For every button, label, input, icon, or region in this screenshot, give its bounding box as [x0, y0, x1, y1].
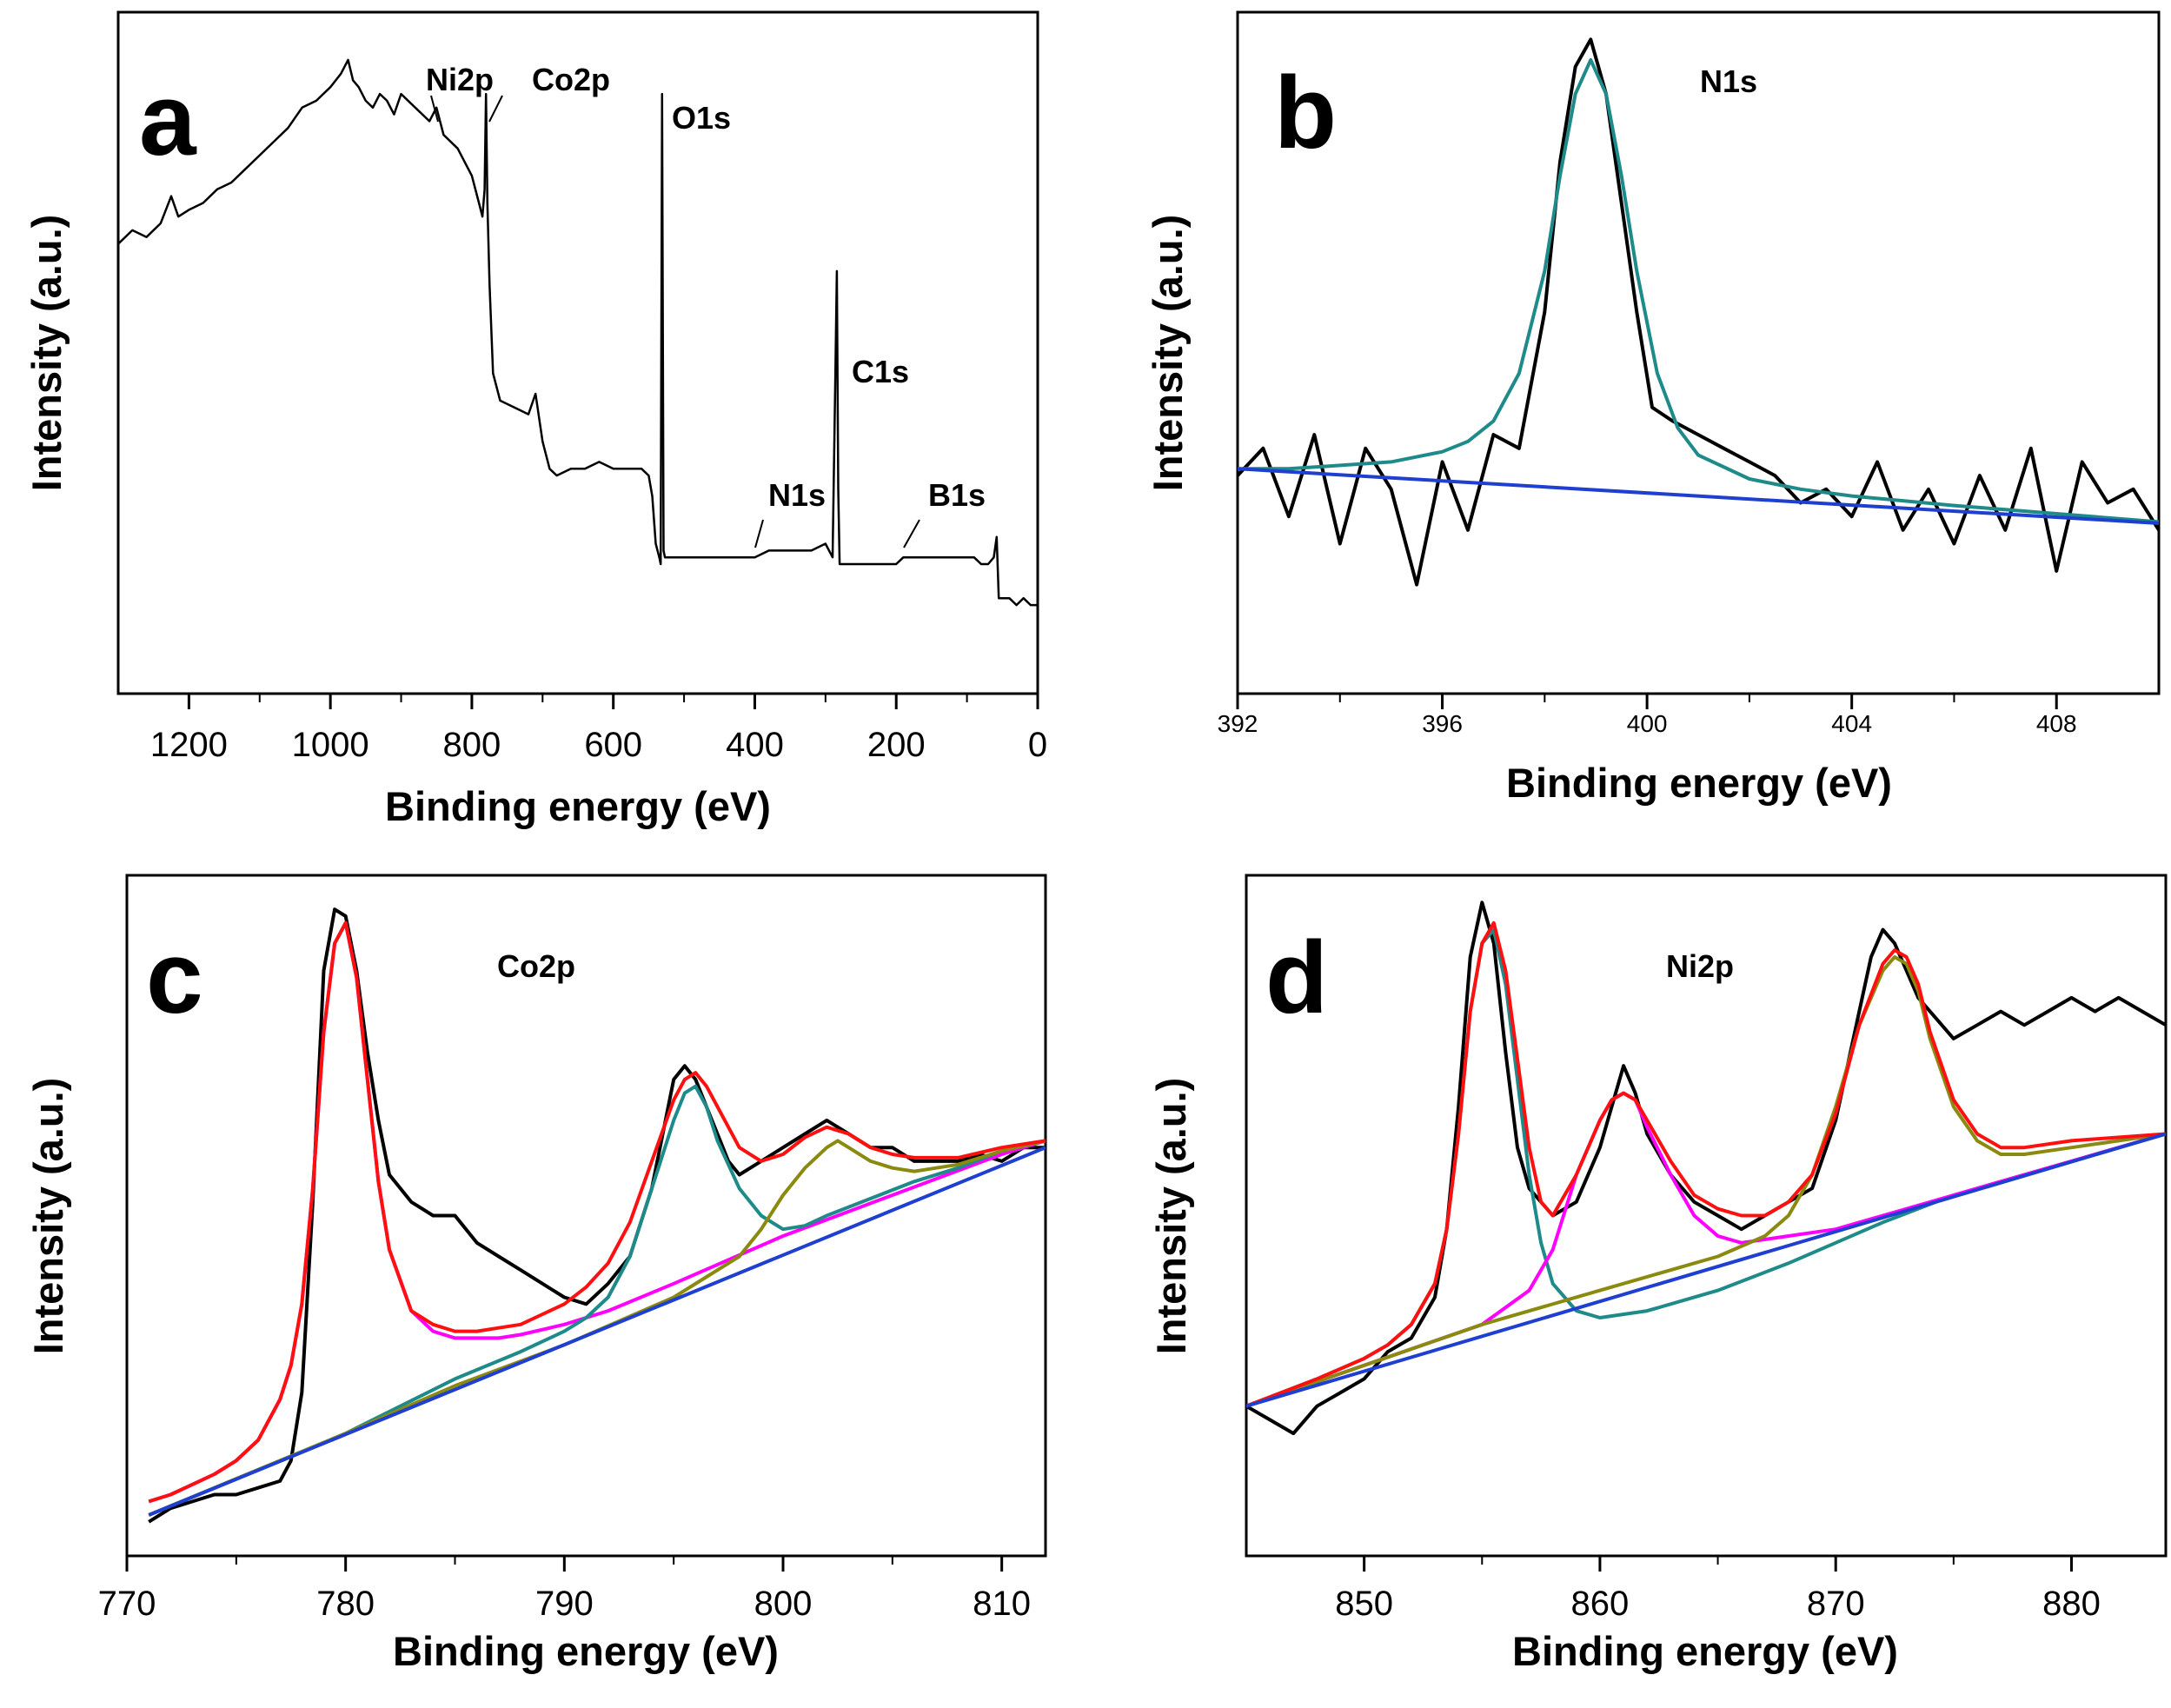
y-axis-title: Intensity (a.u.)	[1148, 1078, 1194, 1355]
x-tick-label: 1000	[292, 726, 369, 764]
panel-d: 850 860 870 880 d Binding energy (eV) Intensit…	[1148, 874, 2168, 1674]
peak-annotation: Co2p	[497, 948, 575, 984]
x-tick-label: 800	[443, 726, 501, 764]
series-line-ni2p3-2-fit	[1246, 927, 2166, 1408]
annotation-leader	[488, 95, 503, 123]
panel-letter: b	[1274, 56, 1337, 170]
y-axis-title: Intensity (a.u.)	[1145, 215, 1191, 492]
panel-b: 392 396 400 404 408 b Binding energy (eV) Inten…	[1145, 10, 2161, 806]
panel-letter: d	[1265, 920, 1328, 1035]
panel-a: 1200 1000 800 600 400 200 0 a Binding energy (eV…	[23, 10, 1047, 829]
series-group	[1238, 37, 2159, 587]
x-tick-label: 404	[1831, 710, 1872, 737]
series-line-co2p1-2-fit	[148, 1084, 1046, 1517]
x-tick-label: 400	[726, 726, 784, 764]
y-axis-title: Intensity (a.u.)	[23, 215, 70, 492]
annotation-leader	[430, 95, 439, 123]
x-tick-label: 400	[1627, 710, 1668, 737]
x-tick-label: 870	[1807, 1585, 1865, 1623]
peak-annotation: N1s	[1700, 63, 1757, 99]
series-line-n1s-fit	[1238, 57, 2159, 524]
series-line-envelope	[148, 920, 1046, 1504]
series-line-survey-spectrum	[118, 58, 1038, 607]
peak-annotation: Co2p	[532, 62, 610, 97]
x-axis-title: Binding energy (eV)	[385, 783, 771, 829]
x-tick-label: 392	[1218, 710, 1258, 737]
annotation-leader	[903, 519, 920, 548]
x-tick-label: 880	[2042, 1585, 2101, 1623]
peak-annotation: O1s	[672, 100, 731, 136]
x-tick-label: 396	[1422, 710, 1463, 737]
x-tick-label: 600	[584, 726, 642, 764]
series-line-background	[1246, 1132, 2166, 1408]
x-tick-label: 770	[98, 1585, 156, 1623]
panel-c: 770 780 790 800 810 c Binding energy (eV) Inten…	[25, 874, 1047, 1674]
series-line-background	[1238, 467, 2159, 525]
plot-frame	[1236, 10, 2161, 695]
plot-frame	[116, 10, 1039, 695]
series-line-ni2p1-2-fit	[1246, 955, 2166, 1408]
series-line-raw-data	[148, 907, 1046, 1524]
plot-frame	[1245, 874, 2168, 1558]
plot-frame	[125, 874, 1047, 1558]
panel-letter: c	[146, 920, 203, 1035]
peak-annotation: N1s	[768, 477, 826, 513]
peak-annotation: Ni2p	[426, 62, 494, 97]
x-tick-label: 860	[1571, 1585, 1630, 1623]
x-tick-label: 790	[535, 1585, 594, 1623]
x-tick-label: 1200	[150, 726, 228, 764]
x-tick-label: 200	[867, 726, 926, 764]
peak-annotation: Ni2p	[1666, 948, 1734, 984]
series-line-background	[148, 1146, 1046, 1517]
annotation-leader	[754, 519, 764, 548]
x-axis-title: Binding energy (eV)	[1512, 1628, 1898, 1674]
panel-letter: a	[139, 63, 197, 177]
series-line-co2p3-2-fit	[148, 920, 1046, 1504]
peak-annotation: B1s	[928, 477, 986, 513]
x-tick-label: 408	[2036, 710, 2077, 737]
x-axis-title: Binding energy (eV)	[393, 1628, 779, 1674]
x-tick-label: 780	[316, 1585, 375, 1623]
series-group	[118, 58, 1038, 607]
x-tick-label: 800	[754, 1585, 813, 1623]
y-axis-title: Intensity (a.u.)	[25, 1078, 71, 1355]
series-group	[1246, 901, 2166, 1436]
x-axis-title: Binding energy (eV)	[1506, 760, 1892, 806]
series-group	[148, 907, 1046, 1524]
series-line-raw-data	[1238, 37, 2159, 587]
x-tick-label: 0	[1028, 726, 1047, 764]
series-line-envelope	[1246, 920, 2166, 1408]
x-tick-label: 850	[1335, 1585, 1393, 1623]
peak-annotation: C1s	[852, 354, 909, 389]
x-tick-label: 810	[973, 1585, 1031, 1623]
